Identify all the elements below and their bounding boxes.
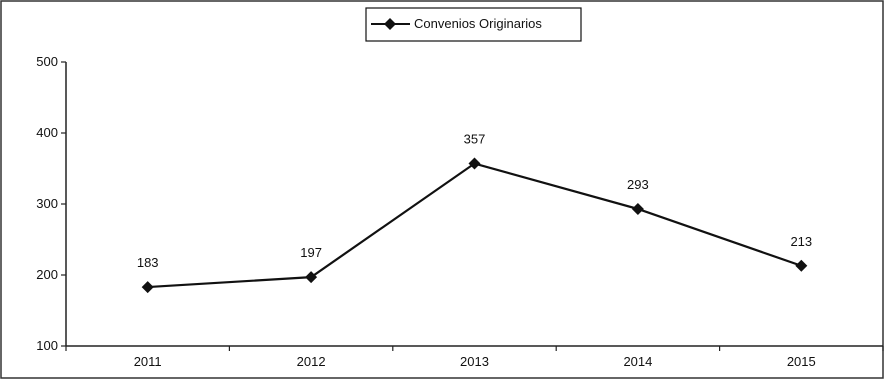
y-tick-label: 500 <box>36 54 58 69</box>
data-label: 357 <box>464 132 486 147</box>
legend: Convenios Originarios <box>365 7 582 42</box>
legend-label: Convenios Originarios <box>414 16 542 31</box>
data-point-marker <box>305 271 318 284</box>
data-label: 293 <box>627 177 649 192</box>
x-tick-label: 2014 <box>623 354 652 369</box>
x-tick-label: 2015 <box>787 354 816 369</box>
data-point-marker <box>795 259 808 272</box>
chart-border <box>0 0 884 379</box>
x-axis: 2011 2012 2013 2014 2015 <box>65 345 884 369</box>
data-point-marker <box>631 202 644 215</box>
x-tick-label: 2012 <box>297 354 326 369</box>
y-tick-label: 100 <box>36 338 58 353</box>
series-convenios-originarios: 183 197 357 293 213 <box>137 132 812 294</box>
data-label: 197 <box>300 245 322 260</box>
data-point-marker <box>468 157 481 170</box>
y-axis: 100 200 300 400 500 <box>36 54 67 353</box>
data-label: 183 <box>137 255 159 270</box>
y-tick-label: 300 <box>36 196 58 211</box>
x-tick-label: 2013 <box>460 354 489 369</box>
y-tick-label: 200 <box>36 267 58 282</box>
legend-diamond-marker <box>384 18 396 30</box>
data-label: 213 <box>790 234 812 249</box>
data-point-marker <box>141 281 154 294</box>
y-tick-label: 400 <box>36 125 58 140</box>
x-tick-label: 2011 <box>134 354 162 369</box>
